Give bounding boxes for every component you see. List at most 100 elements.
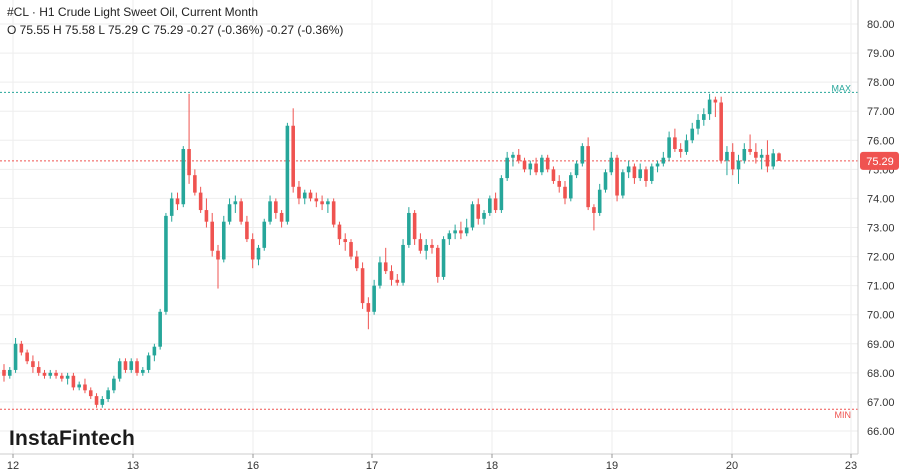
candle: [621, 169, 625, 199]
candle-body: [534, 163, 538, 173]
candle: [719, 96, 723, 164]
candle: [349, 239, 353, 260]
candle: [285, 122, 290, 225]
candle-body: [678, 149, 683, 152]
candle: [470, 201, 475, 231]
x-tick-label: 18: [486, 460, 498, 472]
candle-body: [540, 157, 544, 173]
candle-body: [730, 151, 735, 170]
candle: [603, 169, 608, 193]
candle-body: [227, 204, 232, 222]
candle-body: [48, 372, 53, 376]
candle: [673, 128, 677, 152]
candle-body: [383, 262, 388, 272]
candle: [343, 233, 348, 251]
candle-body: [106, 390, 110, 400]
candle: [135, 358, 139, 376]
candle: [580, 143, 585, 167]
candle-body: [493, 198, 498, 211]
candle: [684, 134, 689, 155]
candle-body: [592, 207, 596, 213]
candle: [48, 369, 53, 379]
candle: [522, 157, 527, 173]
candle: [297, 180, 301, 205]
candle-body: [262, 221, 267, 248]
candles: [2, 93, 781, 408]
candle-body: [395, 279, 400, 283]
candle-body: [268, 201, 272, 222]
candle: [464, 218, 469, 237]
candle-body: [684, 140, 689, 152]
candle: [407, 207, 411, 248]
candle: [516, 149, 521, 164]
candle: [279, 210, 284, 228]
candle: [777, 152, 781, 161]
y-tick-label: 68.00: [867, 368, 895, 380]
candle-body: [135, 361, 139, 373]
candle-body: [528, 163, 533, 170]
candle-body: [719, 102, 723, 161]
candle-body: [505, 157, 509, 179]
candle: [730, 143, 735, 176]
candle-body: [100, 399, 105, 405]
candle: [505, 151, 509, 181]
candle: [551, 166, 556, 184]
y-tick-label: 80.00: [867, 19, 895, 31]
candle: [632, 163, 637, 184]
min-label: MIN: [835, 410, 852, 420]
candle: [389, 265, 394, 286]
candle-body: [366, 303, 371, 312]
candle: [759, 149, 764, 170]
candle-body: [216, 250, 220, 260]
max-label: MAX: [831, 83, 851, 93]
candle: [198, 186, 203, 213]
candle: [302, 189, 307, 205]
candle-body: [707, 99, 712, 115]
candle: [94, 393, 99, 408]
candle-body: [285, 125, 290, 222]
candle: [713, 96, 718, 118]
candle: [707, 93, 712, 120]
candle-body: [459, 230, 463, 234]
candle: [268, 195, 272, 225]
candle-body: [389, 271, 394, 280]
x-tick-label: 17: [366, 460, 378, 472]
candle-body: [586, 146, 590, 208]
candle: [401, 239, 405, 286]
candle: [592, 204, 596, 231]
candle-body: [42, 372, 47, 376]
candle-body: [204, 210, 209, 222]
candle-body: [702, 114, 706, 120]
candle-body: [424, 244, 428, 251]
x-tick-label: 19: [606, 460, 618, 472]
candle-body: [210, 221, 215, 251]
candle-body: [615, 157, 619, 196]
candle-body: [221, 221, 226, 260]
candle: [187, 93, 191, 184]
candle: [540, 154, 544, 176]
y-tick-label: 71.00: [867, 281, 895, 293]
candle-body: [129, 361, 134, 370]
candle-body: [112, 378, 116, 391]
candle-body: [412, 212, 417, 240]
candle-body: [193, 175, 197, 193]
candle: [372, 279, 376, 315]
candle: [626, 160, 631, 179]
candle: [476, 198, 481, 225]
candle-body: [603, 172, 608, 190]
candle: [146, 352, 151, 373]
candle: [430, 239, 434, 254]
candle: [250, 233, 255, 269]
ohlc-readout: O 75.55 H 75.58 L 75.29 C 75.29 -0.27 (-…: [7, 23, 344, 37]
candle-body: [117, 361, 122, 379]
candle-body: [470, 204, 475, 228]
candle-body: [754, 151, 758, 158]
candle: [25, 349, 29, 365]
candle: [2, 364, 6, 382]
candle: [563, 180, 567, 205]
candle-body: [499, 178, 504, 211]
candle-body: [464, 227, 469, 234]
candle-body: [164, 215, 168, 312]
candle-body: [94, 396, 99, 405]
